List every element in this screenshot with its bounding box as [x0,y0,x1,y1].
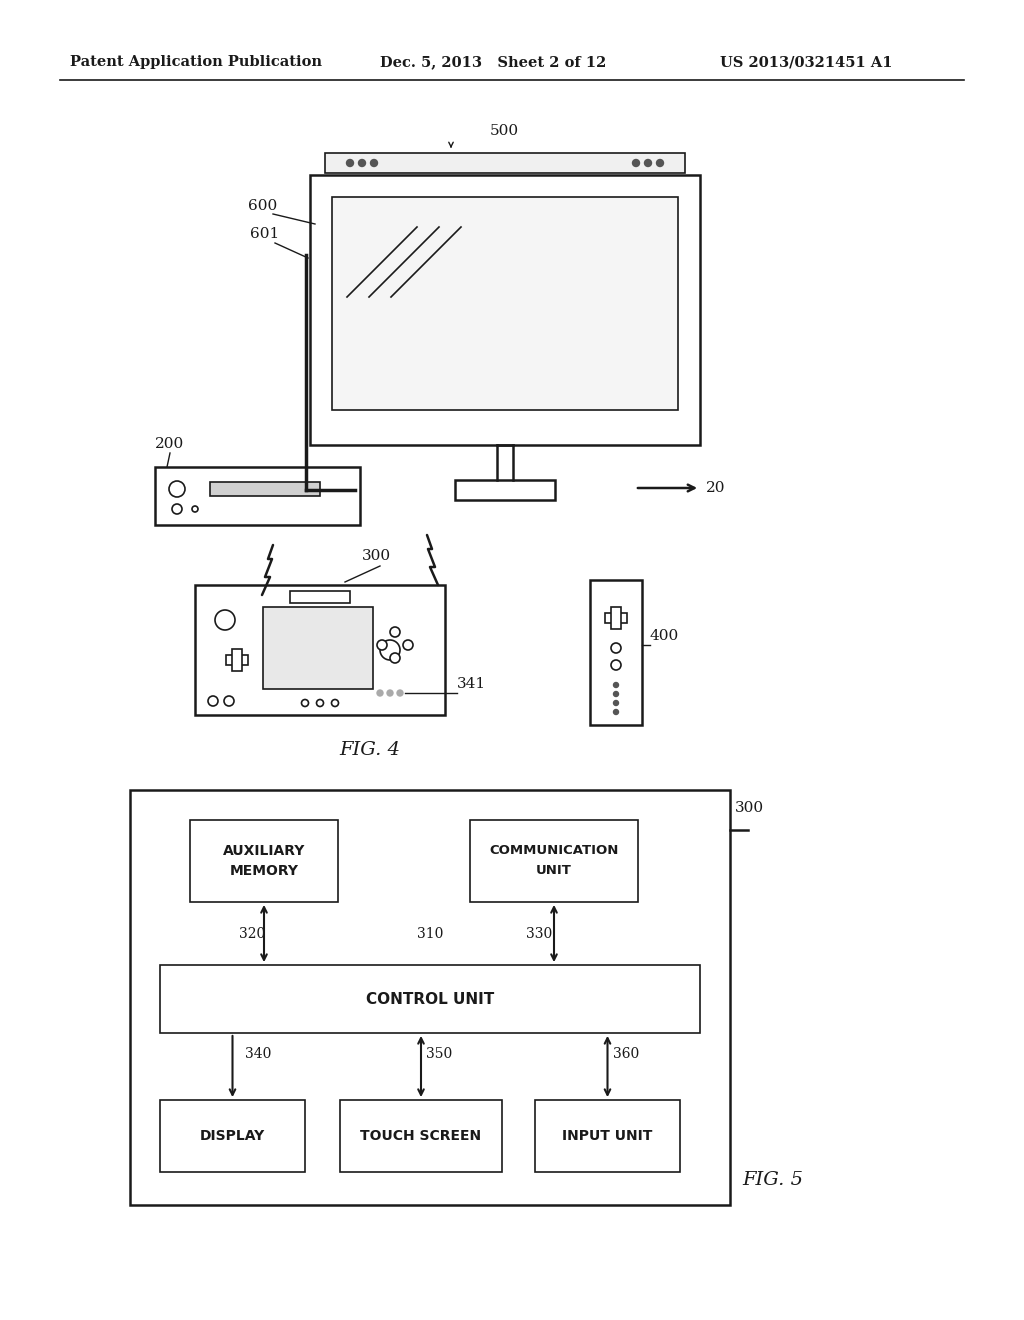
Text: DISPLAY: DISPLAY [200,1129,265,1143]
Text: FIG. 5: FIG. 5 [742,1171,803,1189]
Bar [340,1100,502,1172]
Text: CONTROL UNIT: CONTROL UNIT [366,991,495,1006]
Bar [332,197,678,411]
Circle shape [169,480,185,498]
Text: 20: 20 [706,480,725,495]
Text: AUXILIARY: AUXILIARY [223,843,305,858]
Text: Dec. 5, 2013   Sheet 2 of 12: Dec. 5, 2013 Sheet 2 of 12 [380,55,606,69]
Bar [155,467,360,525]
Bar [210,482,319,496]
Text: 330: 330 [526,927,552,941]
Text: COMMUNICATION: COMMUNICATION [489,845,618,858]
Bar [455,480,555,500]
Circle shape [611,643,621,653]
Text: 360: 360 [612,1047,639,1061]
Text: 600: 600 [248,199,278,213]
Circle shape [380,640,400,660]
Bar [263,607,373,689]
Circle shape [208,696,218,706]
Bar [290,591,350,603]
Text: TOUCH SCREEN: TOUCH SCREEN [360,1129,481,1143]
Circle shape [172,504,182,513]
Text: UNIT: UNIT [536,865,572,878]
Text: FIG. 4: FIG. 4 [340,741,400,759]
Circle shape [346,160,353,166]
Circle shape [613,682,618,688]
Text: 320: 320 [239,927,265,941]
Circle shape [611,660,621,671]
Circle shape [377,690,383,696]
Circle shape [397,690,403,696]
Circle shape [656,160,664,166]
Text: US 2013/0321451 A1: US 2013/0321451 A1 [720,55,893,69]
Text: INPUT UNIT: INPUT UNIT [562,1129,652,1143]
Circle shape [633,160,640,166]
Text: 350: 350 [426,1047,453,1061]
Circle shape [193,506,198,512]
Bar [232,649,242,671]
Bar [605,612,627,623]
Circle shape [332,700,339,706]
Bar [325,153,685,173]
Circle shape [377,640,387,649]
Text: Patent Application Publication: Patent Application Publication [70,55,322,69]
Circle shape [403,640,413,649]
Bar [590,579,642,725]
Bar [470,820,638,902]
Circle shape [224,696,234,706]
Circle shape [390,653,400,663]
Text: 340: 340 [245,1047,271,1061]
Circle shape [316,700,324,706]
Bar [611,607,621,630]
Bar [160,1100,305,1172]
Text: 200: 200 [155,437,184,451]
Bar [226,655,248,665]
Text: 400: 400 [650,630,679,643]
Circle shape [613,701,618,705]
Circle shape [371,160,378,166]
Bar [190,820,338,902]
Bar [195,585,445,715]
Text: 341: 341 [457,677,486,690]
Circle shape [390,627,400,638]
Bar [535,1100,680,1172]
Circle shape [358,160,366,166]
Circle shape [613,692,618,697]
Circle shape [387,690,393,696]
Circle shape [613,710,618,714]
Text: MEMORY: MEMORY [229,865,299,878]
Circle shape [301,700,308,706]
Text: 300: 300 [362,549,391,564]
Text: 300: 300 [735,801,764,814]
Text: 601: 601 [250,227,280,242]
Circle shape [644,160,651,166]
Text: 310: 310 [417,927,443,941]
Bar [160,965,700,1034]
Bar [130,789,730,1205]
Text: 500: 500 [490,124,519,139]
Bar [310,176,700,445]
Circle shape [215,610,234,630]
